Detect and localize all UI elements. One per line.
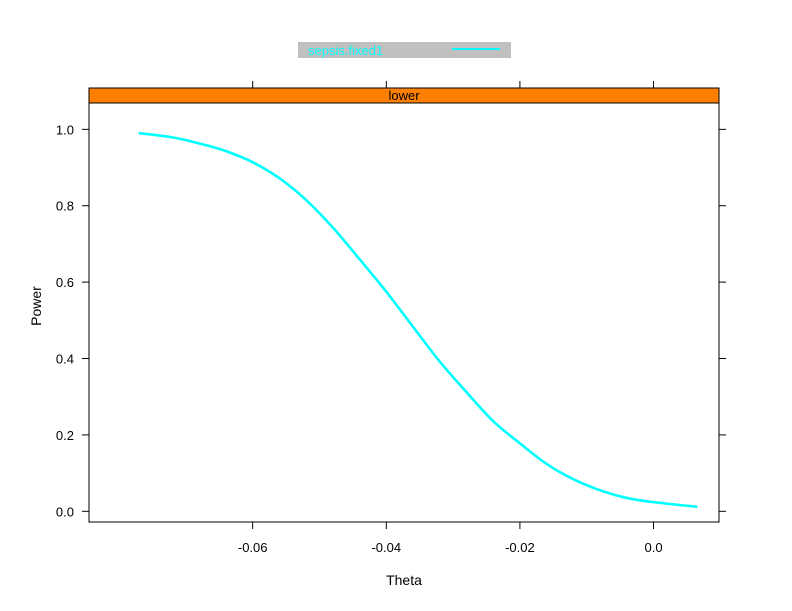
strip-label: lower xyxy=(388,88,420,103)
right-y-ticks xyxy=(719,128,726,512)
y-axis-title: Power xyxy=(28,286,44,326)
x-tick-label: -0.02 xyxy=(505,540,535,555)
plot-frame xyxy=(88,102,720,523)
legend: sepsis.fixed1 xyxy=(298,42,511,58)
x-tick-label: -0.04 xyxy=(371,540,401,555)
top-x-ticks xyxy=(252,81,655,88)
x-tick-label: -0.06 xyxy=(238,540,268,555)
series-layer xyxy=(138,131,698,509)
x-axis-title: Theta xyxy=(386,572,422,588)
series-line-sepsis-fixed1 xyxy=(138,131,698,509)
y-tick-label: 0.8 xyxy=(56,199,74,214)
y-tick-label: 0.4 xyxy=(56,352,74,367)
x-axis: -0.06 -0.04 -0.02 0.0 xyxy=(238,522,663,555)
y-tick-label: 0.2 xyxy=(56,428,74,443)
x-tick-label: 0.0 xyxy=(644,540,662,555)
legend-background xyxy=(298,42,511,58)
legend-series-label: sepsis.fixed1 xyxy=(308,43,383,58)
y-tick-label: 0.6 xyxy=(56,275,74,290)
panel-strip: lower xyxy=(88,87,720,104)
y-axis: 0.0 0.2 0.4 0.6 0.8 1.0 xyxy=(56,122,89,519)
y-tick-label: 0.0 xyxy=(56,504,74,519)
y-tick-label: 1.0 xyxy=(56,122,74,137)
